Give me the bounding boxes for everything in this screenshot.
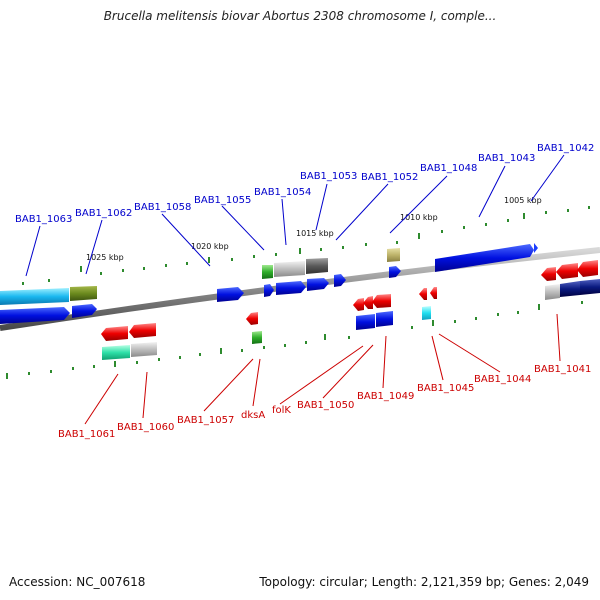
reverse-inner-features	[101, 260, 598, 341]
reverse-outer-features	[102, 279, 600, 360]
gene-arrow	[356, 314, 375, 330]
gene-arrow	[534, 243, 538, 253]
gene-arrow	[387, 248, 400, 262]
gene-label: BAB1_1060	[117, 422, 174, 433]
gene-arrow	[101, 326, 128, 341]
gene-label: BAB1_1054	[254, 187, 311, 198]
gene-arrow	[556, 263, 578, 279]
gene-arrow	[545, 284, 560, 300]
gene-label: BAB1_1063	[15, 214, 72, 225]
gene-label: BAB1_1043	[478, 153, 535, 164]
gene-arrow	[131, 342, 157, 357]
gene-arrow	[560, 281, 580, 297]
bottom-gene-labels: BAB1_1061 BAB1_1060 BAB1_1057 dksA folK …	[58, 364, 591, 440]
gene-label: BAB1_1058	[134, 202, 191, 213]
gene-arrow	[0, 288, 69, 305]
forward-inner-features	[0, 266, 401, 324]
gene-label: BAB1_1050	[297, 400, 354, 411]
topology-label: Topology: circular; Length: 2,121,359 bp…	[259, 575, 589, 589]
gene-arrow	[274, 261, 305, 277]
accession-label: Accession: NC_007618	[9, 575, 146, 589]
gene-arrow	[430, 287, 437, 299]
top-gene-labels: BAB1_1063 BAB1_1062 BAB1_1058 BAB1_1055 …	[15, 143, 594, 225]
scale-label: 1025 kbp	[86, 253, 124, 262]
gene-label: BAB1_1044	[474, 374, 531, 385]
gene-arrow	[372, 294, 391, 308]
lower-tick-row	[6, 301, 583, 379]
gene-arrow	[389, 266, 401, 278]
gene-arrow	[129, 323, 156, 338]
gene-label: BAB1_1053	[300, 171, 357, 182]
bottom-leader-lines	[84, 313, 561, 425]
gene-label: BAB1_1062	[75, 208, 132, 219]
gene-label: BAB1_1041	[534, 364, 591, 375]
scale-labels: 1025 kbp 1020 kbp 1015 kbp 1010 kbp 1005…	[86, 196, 542, 262]
gene-label: folK	[272, 405, 291, 416]
gene-label: BAB1_1045	[417, 383, 474, 394]
gene-arrow	[353, 298, 364, 311]
gene-arrow	[276, 281, 306, 295]
map-title: Brucella melitensis biovar Abortus 2308 …	[103, 9, 497, 23]
gene-arrow	[217, 287, 244, 302]
upper-tick-row	[22, 206, 590, 285]
gene-arrow	[422, 306, 431, 320]
gene-arrow	[264, 284, 274, 297]
gene-label: BAB1_1049	[357, 391, 414, 402]
gene-arrow	[376, 311, 393, 327]
gene-arrow	[72, 304, 97, 318]
gene-label: dksA	[241, 410, 265, 421]
gene-arrow	[252, 331, 262, 344]
gene-arrow	[262, 265, 273, 279]
gene-arrow	[419, 288, 427, 300]
forward-outer-features	[0, 243, 538, 305]
gene-arrow	[70, 286, 97, 301]
scale-label: 1015 kbp	[296, 229, 334, 238]
gene-arrow	[306, 258, 328, 274]
gene-label: BAB1_1061	[58, 429, 115, 440]
scale-label: 1010 kbp	[400, 213, 438, 222]
gene-label: BAB1_1042	[537, 143, 594, 154]
gene-arrow	[541, 267, 556, 281]
gene-arrow	[246, 312, 258, 325]
gene-arrow	[435, 244, 534, 272]
gene-label: BAB1_1048	[420, 163, 477, 174]
gene-arrow	[0, 307, 70, 324]
gene-arrow	[580, 279, 600, 295]
top-leader-lines	[25, 154, 565, 277]
gene-label: BAB1_1055	[194, 195, 251, 206]
gene-arrow	[363, 296, 373, 309]
gene-arrow	[577, 260, 598, 277]
gene-arrow	[102, 345, 130, 360]
gene-label: BAB1_1057	[177, 415, 234, 426]
gene-arrow	[307, 278, 329, 291]
gene-label: BAB1_1052	[361, 172, 418, 183]
scale-label: 1005 kbp	[504, 196, 542, 205]
gene-arrow	[334, 274, 346, 287]
scale-label: 1020 kbp	[191, 242, 229, 251]
